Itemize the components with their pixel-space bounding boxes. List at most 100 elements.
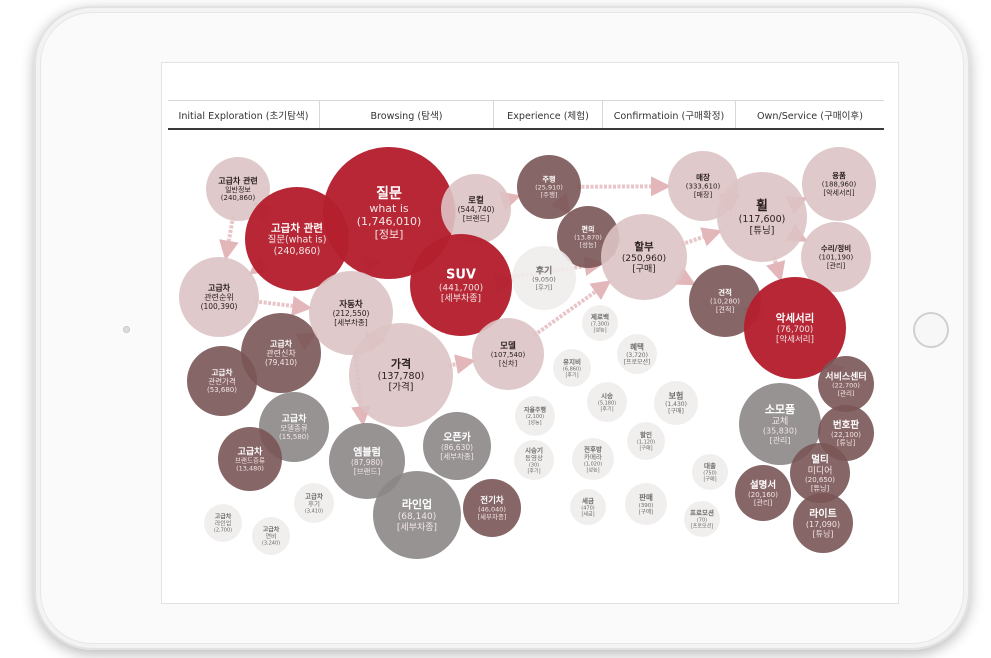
keyword-bubble[interactable]: 설명서(20,160)[관리] [735,465,791,521]
keyword-bubble[interactable]: 가격(137,780)[가격] [349,323,453,427]
keyword-bubble[interactable]: 제로백(7,300)[성능] [582,305,618,341]
bubble-circle [818,356,874,412]
keyword-bubble[interactable]: 보험(1,430)[구매] [654,381,698,425]
bubble-detail: (17,090) [806,520,840,529]
bubble-detail: [악세서리] [776,334,814,345]
keyword-bubble[interactable]: 악세서리(76,700)[악세서리] [744,277,846,379]
bubble-detail: (2,700) [214,528,232,534]
bubble-detail: (1,120) [637,440,655,446]
bubble-detail: 관련가격 [208,376,236,386]
bubble-label: 시승 [601,391,613,400]
home-button[interactable] [913,312,949,348]
bubble-detail: 일반정보 [225,185,251,194]
bubble-detail: [브랜드] [463,213,490,223]
bubble-circle [423,412,491,480]
keyword-bubble[interactable]: 수리/정비(101,190)[관리] [801,222,871,292]
bubble-label: 고급차 [305,491,323,500]
bubble-circle [735,465,791,521]
bubble-detail: [세금] [581,510,594,517]
keyword-bubble[interactable]: 주행(25,910)[주행] [517,155,581,219]
bubble-label: 고급차 [270,338,293,348]
bubble-detail: [세부차종] [478,512,507,521]
keyword-bubble[interactable]: 자율주행(2,100)[성능] [515,396,555,436]
bubble-detail: [프로모션] [691,522,713,529]
bubble-label: 제로백 [591,312,609,321]
bubble-label: 소모품 [765,403,795,416]
bubble-detail: [세부차종] [397,521,437,533]
bubble-detail: 모델종류 [280,424,308,433]
bubble-detail: [정보] [375,228,404,241]
bubble-circle [206,157,270,221]
keyword-bubble[interactable]: 라이트(17,090)[튜닝] [793,493,853,553]
keyword-bubble[interactable]: 프로모션(70)[프로모션] [684,501,720,537]
bubble-detail: (107,540) [491,351,526,359]
bubble-detail: (35,830) [763,427,797,436]
bubble-label: 번호판 [833,419,859,431]
flow-arrow [680,227,723,247]
bubble-label: 편의 [582,225,595,234]
bubble-circle [512,246,576,310]
keyword-bubble[interactable]: 유지비(6,860)[후기] [553,349,591,387]
bubble-label: 모델 [500,341,516,352]
keyword-bubble[interactable]: 세금(470)[세금] [570,489,606,525]
bubble-detail: (22,700) [832,382,860,390]
bubble-detail: (13,870) [574,233,602,241]
bubble-circle [441,174,511,244]
bubble-label: 오픈카 [443,430,471,443]
bubble-detail: 미디어 [808,465,833,476]
bubble-detail: [후기] [565,371,578,378]
bubble-detail: [구매] [639,444,652,451]
keyword-bubble[interactable]: 대출(750)[구매] [692,454,728,490]
keyword-bubble[interactable]: 로컬(544,740)[브랜드] [441,174,511,244]
keyword-bubble[interactable]: 할인(1,120)[구매] [627,422,665,460]
bubble-detail: (3,240) [262,541,280,547]
keyword-bubble[interactable]: 라인업(68,140)[세부차종] [373,471,461,559]
bubble-detail: [구매] [668,407,684,415]
bubble-label: 질문 [376,186,402,202]
bubble-detail: [구매] [639,507,653,515]
bubble-label: SUV [446,268,476,283]
keyword-bubble[interactable]: SUV(441,700)[세부차종] [410,234,512,336]
bubble-detail: [구매] [703,475,716,482]
keyword-bubble[interactable]: 후기(9,050)[후기] [512,246,576,310]
bubble-detail: [관리] [770,435,791,445]
keyword-bubble[interactable]: 엠블럼(87,980)[브랜드] [329,423,405,499]
bubble-label: 자동차 [339,299,363,310]
bubble-circle [692,454,728,490]
keyword-bubble[interactable]: 판매(390)[구매] [625,483,667,525]
keyword-bubble[interactable]: 혜택(3,720)[프로모션] [617,334,657,374]
flow-arrow [576,176,672,197]
keyword-bubble[interactable]: 견적(10,280)[견적] [689,265,761,337]
bubble-circle [627,422,665,460]
keyword-bubble[interactable]: 휠(117,600)[튜닝] [717,172,807,262]
keyword-bubble[interactable]: 할부(250,960)[구매] [601,214,687,300]
flow-arrow [219,216,239,261]
bubble-circle [739,383,821,465]
journey-stage-header: Initial Exploration (초기탐색) Browsing (탐색)… [168,100,884,130]
keyword-bubble[interactable]: 모델(107,540)[신차] [472,318,544,390]
keyword-bubble[interactable]: 시승(5,180)[후기] [587,382,627,422]
bubble-detail: 동영상 [525,453,543,462]
bubble-circle [689,265,761,337]
keyword-bubble[interactable]: 오픈카(86,630)[세부차종] [423,412,491,480]
bubble-detail: [구매] [632,263,656,274]
bubble-detail: (441,700) [439,283,483,293]
bubble-detail: (9,050) [532,276,556,284]
keyword-bubble[interactable]: 전기차(46,040)[세부차종] [463,479,521,537]
keyword-bubble[interactable]: 용품(188,960)[악세서리] [802,147,876,221]
keyword-bubble[interactable]: 서비스센터(22,700)[관리] [818,356,874,412]
